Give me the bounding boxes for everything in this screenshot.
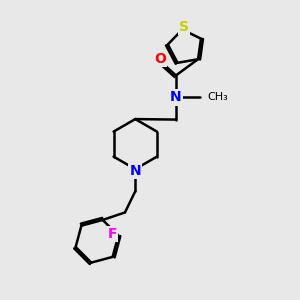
Text: N: N bbox=[170, 91, 182, 104]
Text: O: O bbox=[154, 52, 166, 66]
Text: CH₃: CH₃ bbox=[207, 92, 228, 103]
Text: S: S bbox=[179, 20, 189, 34]
Text: N: N bbox=[130, 164, 141, 178]
Text: F: F bbox=[108, 227, 117, 241]
